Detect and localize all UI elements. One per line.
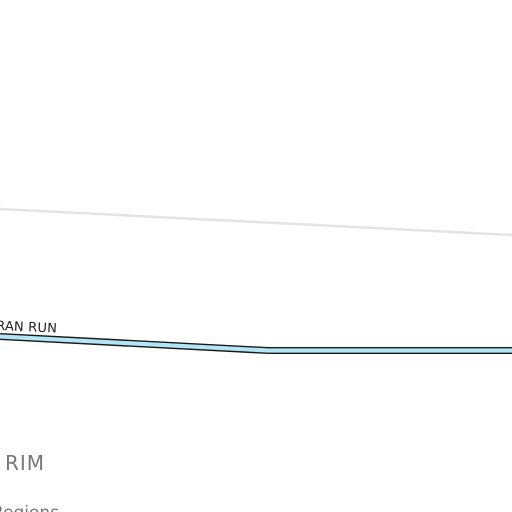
area-label: RIM <box>5 451 45 475</box>
highlighted-road[interactable] <box>0 333 512 354</box>
street-label: RAN RUN <box>0 319 57 337</box>
highlighted-road-fill <box>0 334 512 353</box>
minor-road[interactable] <box>0 207 512 237</box>
region-label: Regions <box>0 503 59 512</box>
